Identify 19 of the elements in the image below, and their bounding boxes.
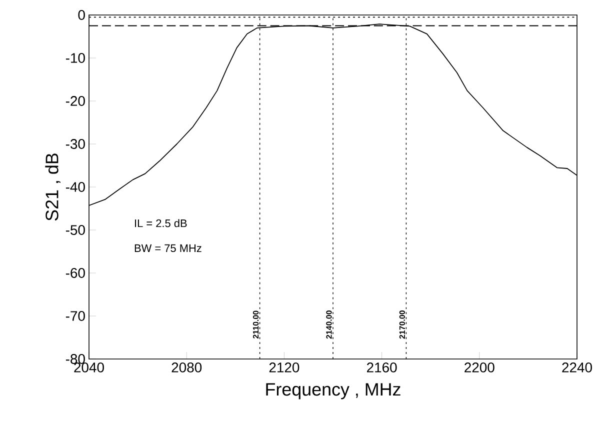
x-tick-label: 2160 (366, 362, 397, 372)
y-tick-label: -10 (66, 53, 85, 63)
y-tick-label: -40 (66, 182, 85, 192)
x-tick-label: 2240 (562, 362, 592, 372)
x-tick-label: 2080 (172, 362, 202, 372)
y-tick-label: 0 (78, 10, 85, 20)
x-tick-label: 2120 (269, 362, 300, 372)
y-tick-label: -30 (66, 139, 85, 149)
y-tick-label: -20 (66, 96, 85, 106)
y-tick-label: -50 (66, 225, 85, 235)
y-tick-label: -70 (66, 311, 85, 321)
y-axis-title: S21 , dB (45, 154, 60, 221)
annotation: BW = 75 MHz (134, 244, 202, 252)
y-tick-label: -60 (66, 268, 85, 278)
y-tick-label: -80 (66, 354, 85, 364)
annotation: IL = 2.5 dB (135, 219, 187, 228)
x-axis-title: Frequency , MHz (266, 383, 400, 400)
x-tick-label: 2040 (74, 362, 104, 372)
x-tick-label: 2200 (464, 362, 494, 372)
